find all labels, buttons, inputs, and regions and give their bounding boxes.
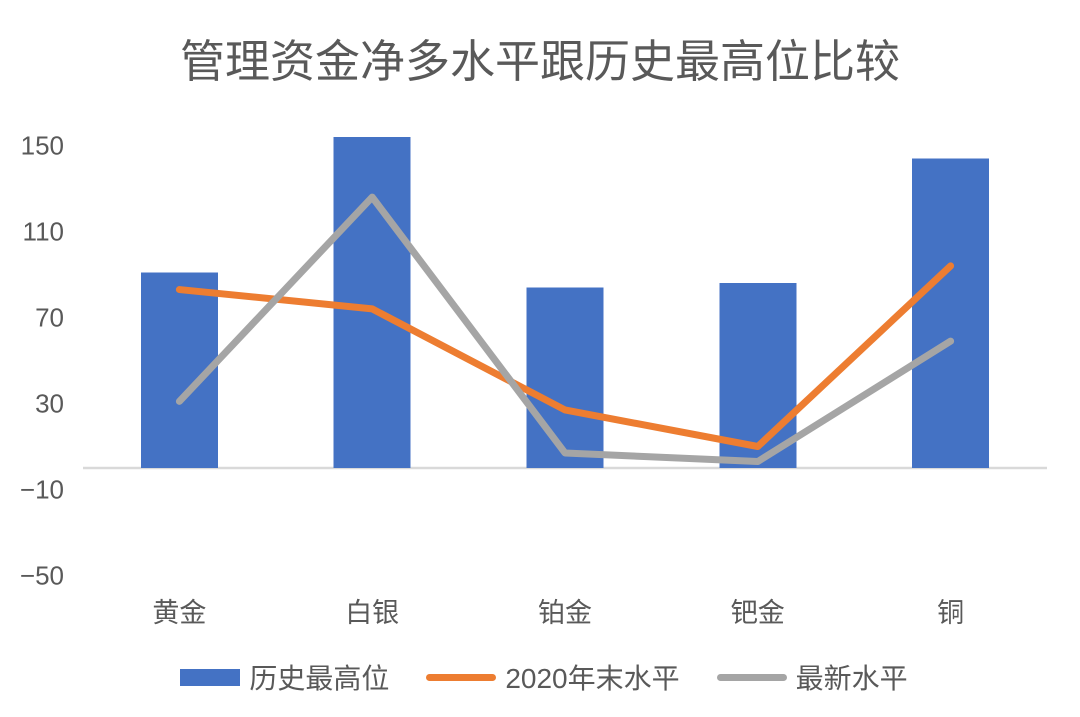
y-tick-label: −10 <box>20 475 64 505</box>
legend-swatch-bar-icon <box>180 668 241 686</box>
line-series-2020年末水平 <box>175 262 955 450</box>
bar-铂金 <box>526 287 604 468</box>
line-series-最新水平 <box>175 193 955 466</box>
legend-item-latest-level: 最新水平 <box>716 657 908 697</box>
y-tick-label: 150 <box>21 131 64 161</box>
y-tick-label: 70 <box>35 303 64 333</box>
y-tick-label: 110 <box>23 217 64 247</box>
legend-swatch-orange-line-icon <box>426 673 497 681</box>
chart-title: 管理资金净多水平跟历史最高位比较 <box>179 36 900 87</box>
x-category-label: 白银 <box>345 598 399 628</box>
legend-label-historical-high: 历史最高位 <box>249 663 390 694</box>
x-category-label: 铂金 <box>538 598 592 628</box>
bar-铜 <box>912 158 990 468</box>
legend-label-latest-level: 最新水平 <box>795 663 908 694</box>
y-tick-label: −50 <box>20 561 64 591</box>
legend-item-historical-high: 历史最高位 <box>180 657 389 697</box>
legend-item-2020-year-end: 2020年末水平 <box>426 657 680 697</box>
y-tick-label: 30 <box>35 389 64 419</box>
legend-label-2020-year-end: 2020年末水平 <box>505 663 680 694</box>
legend: 历史最高位 2020年末水平 最新水平 <box>14 657 1074 697</box>
bar-白银 <box>333 136 411 468</box>
x-category-label: 铜 <box>937 598 964 628</box>
x-category-label: 钯金 <box>731 598 785 628</box>
legend-swatch-gray-line-icon <box>716 673 787 681</box>
bar-钯金 <box>719 283 797 468</box>
x-category-label: 黄金 <box>152 598 206 628</box>
